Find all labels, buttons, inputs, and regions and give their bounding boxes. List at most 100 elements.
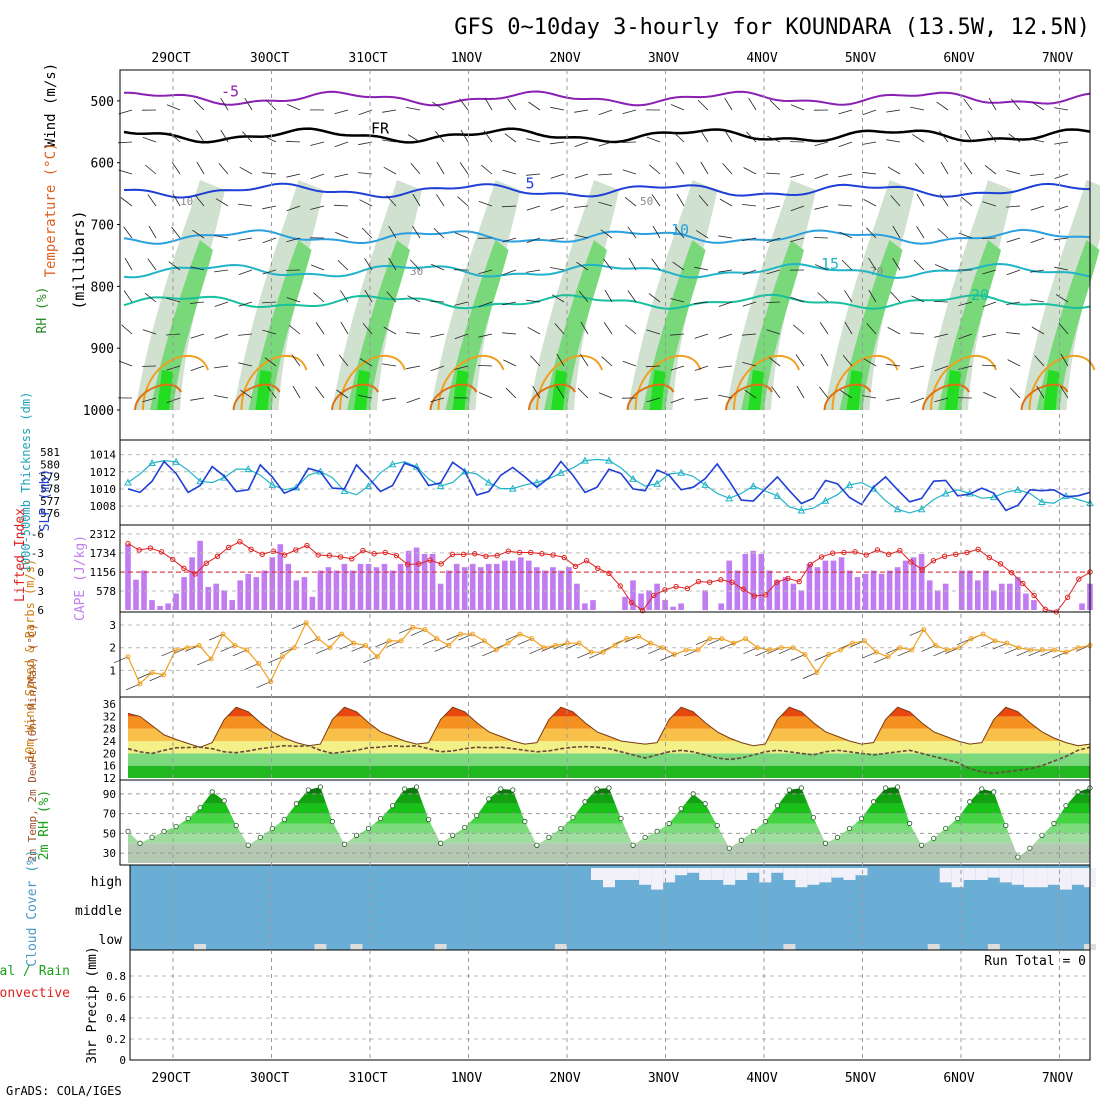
rh-tick: 30: [103, 847, 116, 860]
wind-barb: [505, 387, 517, 399]
li-point: [281, 552, 288, 558]
cape-bar: [277, 544, 284, 610]
wind-barb: [123, 290, 133, 303]
wind10m-tick: 3: [109, 619, 116, 632]
li-point: [304, 542, 310, 549]
wind10m-point: [220, 631, 226, 637]
cape-bar: [806, 563, 813, 610]
wind10m-barb: [446, 633, 461, 641]
cloud-high-gap: [663, 868, 676, 883]
wind-barb: [483, 130, 493, 143]
wind-barb: [190, 333, 205, 339]
cape-bar: [1015, 577, 1021, 610]
wind-barb: [144, 292, 157, 303]
rh-band-core: [255, 370, 272, 410]
rh-point: [257, 834, 263, 840]
li-point: [293, 547, 299, 553]
wind-barb: [598, 201, 613, 207]
rh-point: [161, 828, 167, 835]
wind10m-point: [1039, 647, 1045, 653]
wind-barb: [262, 269, 277, 275]
wind10m-point: [992, 638, 998, 644]
wind-barb: [814, 173, 829, 180]
wind10m-barb: [327, 633, 342, 641]
wind-barb: [910, 365, 925, 370]
li-point: [360, 547, 366, 554]
wind-barb: [841, 259, 853, 271]
wind10m-point: [849, 640, 855, 646]
thickness-point: [196, 477, 204, 485]
cloud-high-gap: [759, 868, 772, 883]
li-point: [930, 558, 937, 564]
wind-barb: [432, 101, 445, 111]
wind-barb: [622, 169, 637, 175]
isotherm-25-loop: [733, 354, 800, 411]
cape-bar: [1023, 593, 1029, 610]
wind-barb: [532, 385, 541, 399]
li-point: [964, 549, 970, 556]
isotherm-30-loop: [1020, 383, 1069, 411]
cape-bar: [814, 567, 821, 610]
wind10m-barb: [375, 640, 390, 648]
wind-barb: [502, 237, 517, 243]
wind-barb: [530, 355, 541, 367]
thickness-point: [653, 479, 661, 487]
wind10m-barb: [719, 642, 734, 650]
wind-barb: [765, 172, 781, 175]
wind-barb: [1054, 237, 1069, 241]
rh-point: [534, 842, 540, 848]
wind-barb: [287, 104, 301, 111]
cape-bar: [261, 570, 268, 610]
wind-barb: [192, 229, 205, 239]
li-point: [606, 570, 612, 577]
li-line: [127, 541, 1091, 613]
rh-point: [462, 824, 468, 831]
wind-barb: [436, 194, 445, 207]
thick-tick: 576: [40, 507, 60, 520]
rh-band-core: [354, 370, 370, 410]
wind-barb: [556, 353, 565, 367]
cape-bar: [510, 560, 516, 610]
wind-barb: [388, 225, 397, 239]
wind10m-barb: [897, 649, 912, 657]
cape-bar: [678, 603, 684, 610]
wind10m-point: [719, 636, 725, 642]
wind-barb: [578, 290, 589, 303]
wind-barb: [334, 173, 349, 178]
cape-bar: [373, 567, 380, 610]
wind-barb: [430, 333, 445, 338]
cape-bar: [333, 570, 340, 610]
cape-bar: [958, 570, 965, 610]
cape-bar: [189, 557, 195, 610]
wind10m-point: [648, 640, 654, 646]
rh-point: [185, 815, 191, 822]
rh-point: [1003, 822, 1009, 829]
rh-tick: 90: [103, 788, 116, 801]
li-tick: -3: [31, 547, 44, 560]
cape-bar: [301, 577, 308, 610]
li-point: [941, 553, 948, 559]
wind-barb: [239, 166, 253, 175]
wind-barb: [742, 362, 757, 367]
thick-tick: 578: [40, 483, 60, 496]
cape-tick: 1156: [90, 566, 117, 579]
li-point: [1076, 576, 1082, 582]
wind10m-barb: [268, 656, 283, 664]
wind-barb: [1006, 170, 1021, 175]
thick-tick: 577: [40, 495, 60, 508]
cloud-high-gap: [1023, 868, 1036, 888]
wind10m-point: [517, 631, 523, 637]
cloud-high-gap: [975, 868, 988, 880]
wind-barb: [315, 322, 325, 335]
wind10m-point: [446, 642, 452, 648]
wind-barb: [837, 204, 853, 207]
wind-barb: [454, 333, 469, 340]
precip-tick: 0.6: [106, 991, 126, 1004]
li-point: [729, 579, 735, 585]
temp-tick: 32: [103, 710, 116, 723]
rh-band-mid: [248, 240, 312, 410]
isotherm-30-loop: [823, 383, 872, 411]
li-point: [807, 561, 814, 568]
wind-barb: [264, 357, 277, 367]
time-label-bottom: 2NOV: [549, 1071, 580, 1086]
